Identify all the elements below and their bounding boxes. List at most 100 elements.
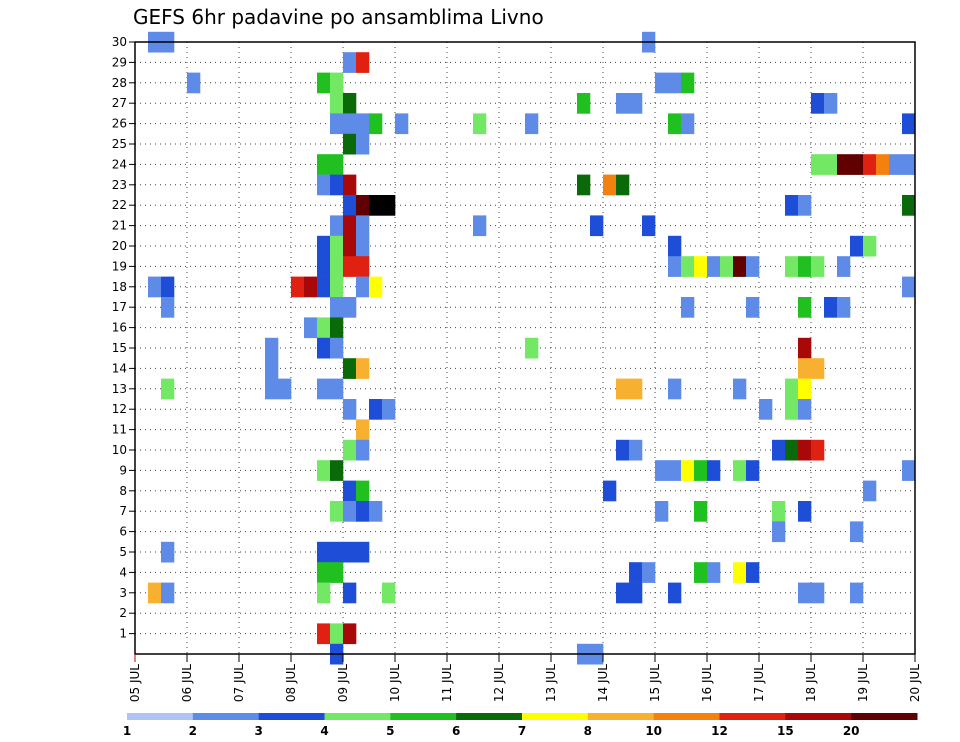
legend-swatch [192,713,260,720]
data-cell [837,154,851,175]
data-cell [850,582,864,604]
data-cell [902,154,916,175]
data-cell [863,235,877,257]
data-cell [369,501,383,522]
y-tick-label: 17 [112,300,127,314]
x-tick-label: 07 JUL [232,664,246,702]
data-cell [785,439,799,461]
data-cell [785,256,799,277]
data-cell [798,195,812,216]
data-cell [330,72,344,94]
data-cell [161,276,175,298]
data-cell [343,215,357,237]
data-cell [525,113,539,135]
data-cell [707,562,721,583]
legend-swatch [719,713,786,720]
legend-label: 7 [518,724,526,738]
color-legend: 1 2 3 4 5 6 7 8 10 12 15 20 [123,713,918,738]
data-cell [577,174,591,196]
data-cell [161,582,175,604]
data-cell [187,72,201,94]
data-cell [629,439,643,461]
data-cell [317,174,331,196]
chart-title: GEFS 6hr padavine po ansamblima Livno [133,5,544,29]
data-cell [369,399,383,420]
data-cell [798,399,812,420]
legend-swatch [127,713,194,720]
y-tick-label: 28 [112,76,127,90]
data-cell [356,133,370,155]
data-cell [265,337,279,359]
data-cell [343,195,357,216]
data-cell [330,378,344,400]
data-cell [772,501,786,522]
data-cell [629,378,643,400]
y-tick-label: 1 [119,627,127,641]
y-tick-label: 16 [112,321,127,335]
data-cell [317,154,331,175]
y-tick-label: 15 [112,341,127,355]
data-cell [343,52,357,73]
data-cell [330,93,344,114]
data-cell [668,256,682,277]
data-cell [473,113,487,135]
y-tick-label: 5 [119,545,127,559]
data-cell [356,52,370,73]
data-cell [330,460,344,481]
data-cell [161,378,175,400]
y-tick-label: 23 [112,178,127,192]
data-cell [746,460,760,481]
data-cell [707,460,721,481]
legend-label: 12 [711,724,728,738]
data-cell [824,93,838,114]
data-cell [655,460,669,481]
data-cell [681,72,695,94]
data-cell [902,276,916,298]
legend-label: 6 [452,724,460,738]
legend-label: 8 [584,724,592,738]
data-cell [330,215,344,237]
legend-swatch [390,713,457,720]
data-cell [720,256,734,277]
data-cell [330,541,344,563]
data-cell [330,113,344,135]
y-tick-label: 22 [112,198,127,212]
y-tick-label: 25 [112,137,127,151]
data-cell [330,623,344,645]
data-cell [850,154,864,175]
legend-swatch [851,713,918,720]
data-cell [265,358,279,379]
data-cell [642,215,656,237]
data-cell [343,174,357,196]
y-tick-label: 19 [112,259,127,273]
data-cell [746,297,760,318]
y-tick-label: 26 [112,117,127,131]
y-tick-label: 11 [112,423,127,437]
x-tick-label: 16 JUL [700,664,714,702]
x-tick-label: 09 JUL [336,664,350,702]
data-cell [330,154,344,175]
data-cell [343,113,357,135]
y-tick-label: 30 [112,35,127,49]
data-cell [330,256,344,277]
x-tick-label: 13 JUL [544,664,558,702]
y-tick-label: 18 [112,280,127,294]
data-cell [902,113,916,135]
data-cell [343,623,357,645]
x-tick-label: 15 JUL [648,664,662,702]
legend-swatch [324,713,391,720]
y-tick-label: 24 [112,157,127,171]
legend-label: 10 [645,724,662,738]
y-tick-label: 8 [119,484,127,498]
data-cell [798,297,812,318]
data-cell [655,72,669,94]
data-cell [889,154,903,175]
data-cell [330,276,344,298]
data-cell [629,582,643,604]
data-cell [161,541,175,563]
data-cell [759,399,773,420]
data-cell [356,419,370,441]
data-cell [265,378,279,400]
y-axis: 1234567891011121314151617181920212223242… [112,35,135,641]
legend-label: 2 [189,724,197,738]
